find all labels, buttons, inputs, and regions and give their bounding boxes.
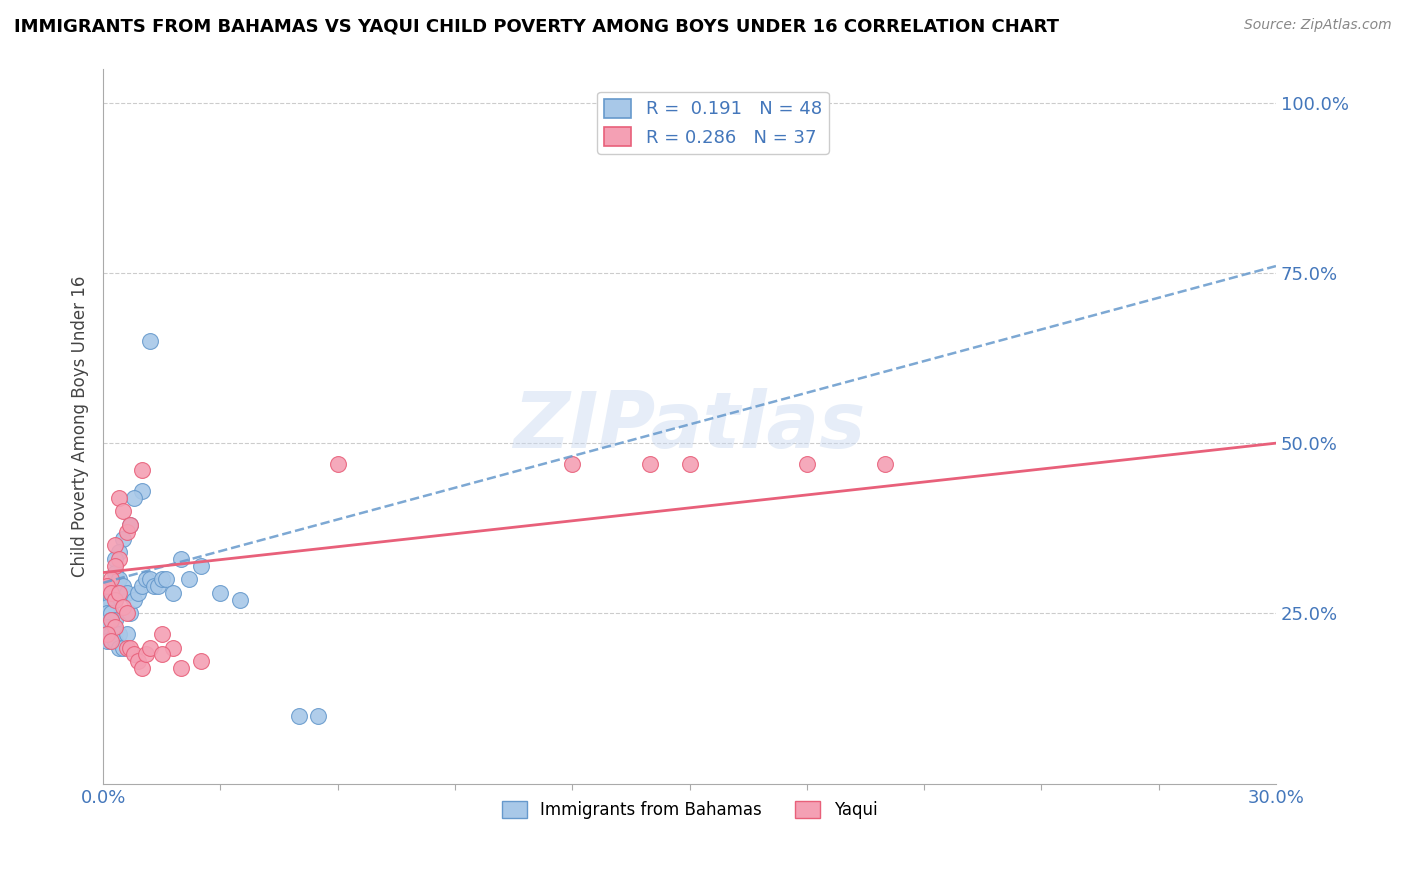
Point: [107, 491, 129, 505]
Point: [104, 566, 127, 580]
Point: [190, 558, 212, 573]
Point: [96, 627, 118, 641]
Point: [96, 620, 118, 634]
Point: [139, 334, 162, 348]
Point: [287, 708, 309, 723]
Point: [120, 640, 142, 655]
Point: [142, 579, 165, 593]
Point: [155, 573, 177, 587]
Point: [131, 661, 153, 675]
Point: [96, 627, 118, 641]
Point: [150, 573, 173, 587]
Point: [100, 586, 122, 600]
Point: [100, 607, 122, 621]
Text: IMMIGRANTS FROM BAHAMAS VS YAQUI CHILD POVERTY AMONG BOYS UNDER 16 CORRELATION C: IMMIGRANTS FROM BAHAMAS VS YAQUI CHILD P…: [14, 18, 1059, 36]
Point: [100, 592, 122, 607]
Point: [127, 586, 149, 600]
Point: [111, 504, 134, 518]
Legend: Immigrants from Bahamas, Yaqui: Immigrants from Bahamas, Yaqui: [495, 794, 884, 825]
Point: [170, 552, 193, 566]
Point: [120, 517, 142, 532]
Point: [104, 620, 127, 634]
Point: [111, 579, 134, 593]
Point: [96, 579, 118, 593]
Point: [107, 640, 129, 655]
Point: [115, 586, 138, 600]
Point: [107, 627, 129, 641]
Point: [120, 517, 142, 532]
Point: [96, 607, 118, 621]
Point: [135, 573, 157, 587]
Point: [104, 592, 127, 607]
Point: [100, 613, 122, 627]
Point: [104, 538, 127, 552]
Point: [162, 640, 184, 655]
Point: [111, 640, 134, 655]
Point: [100, 586, 122, 600]
Point: [100, 633, 122, 648]
Point: [124, 491, 146, 505]
Point: [873, 457, 896, 471]
Point: [131, 483, 153, 498]
Point: [124, 592, 146, 607]
Text: ZIPatlas: ZIPatlas: [513, 388, 866, 464]
Point: [96, 633, 118, 648]
Point: [100, 627, 122, 641]
Point: [170, 661, 193, 675]
Point: [146, 579, 169, 593]
Point: [326, 457, 349, 471]
Point: [131, 579, 153, 593]
Point: [104, 592, 127, 607]
Point: [104, 558, 127, 573]
Point: [96, 599, 118, 614]
Point: [104, 552, 127, 566]
Point: [104, 627, 127, 641]
Point: [115, 524, 138, 539]
Point: [124, 648, 146, 662]
Point: [678, 457, 700, 471]
Point: [120, 607, 142, 621]
Point: [190, 654, 212, 668]
Point: [115, 640, 138, 655]
Point: [111, 599, 134, 614]
Point: [100, 573, 122, 587]
Point: [107, 545, 129, 559]
Point: [640, 457, 662, 471]
Point: [115, 627, 138, 641]
Text: Source: ZipAtlas.com: Source: ZipAtlas.com: [1244, 18, 1392, 32]
Point: [162, 586, 184, 600]
Point: [796, 457, 818, 471]
Point: [179, 573, 201, 587]
Point: [150, 627, 173, 641]
Point: [229, 592, 252, 607]
Point: [107, 552, 129, 566]
Point: [100, 633, 122, 648]
Point: [139, 640, 162, 655]
Point: [561, 457, 583, 471]
Point: [107, 573, 129, 587]
Point: [135, 648, 157, 662]
Point: [107, 586, 129, 600]
Point: [127, 654, 149, 668]
Point: [209, 586, 232, 600]
Point: [104, 633, 127, 648]
Point: [139, 573, 162, 587]
Point: [131, 463, 153, 477]
Y-axis label: Child Poverty Among Boys Under 16: Child Poverty Among Boys Under 16: [72, 276, 89, 577]
Point: [307, 708, 329, 723]
Point: [111, 532, 134, 546]
Point: [150, 648, 173, 662]
Point: [115, 607, 138, 621]
Point: [100, 613, 122, 627]
Point: [104, 613, 127, 627]
